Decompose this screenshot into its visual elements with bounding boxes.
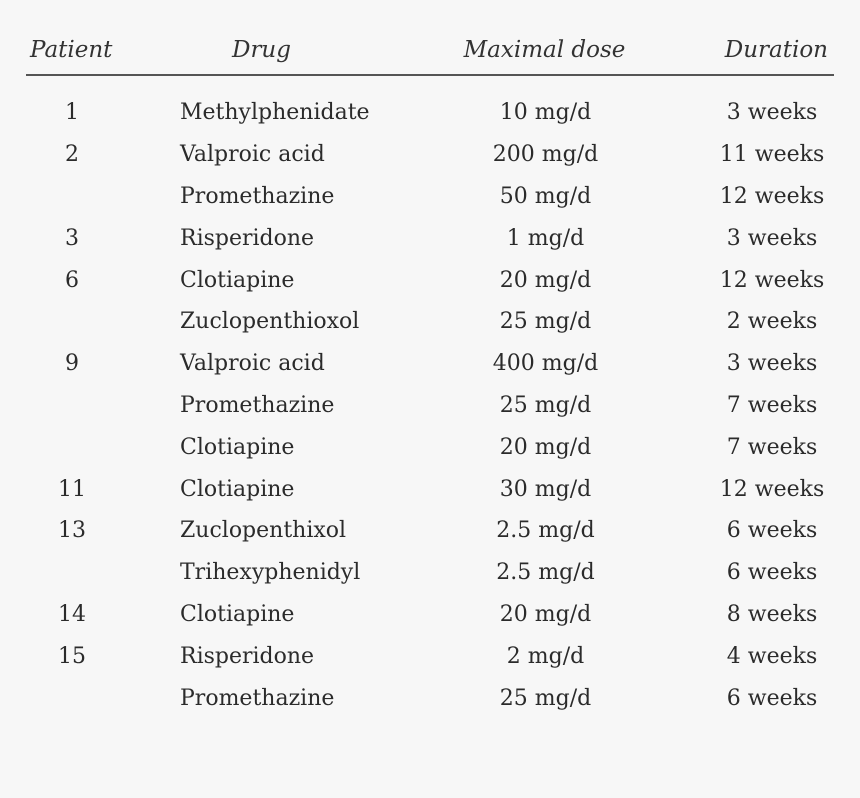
- patient-cell: 1: [65, 100, 79, 126]
- dose-cell: 25 mg/d: [499, 392, 592, 418]
- duration-cell: 12 weeks: [719, 476, 825, 502]
- dose-cell: 25 mg/d: [499, 685, 592, 711]
- patient-cell: 3: [65, 225, 79, 251]
- drug-cell: Clotiapine: [180, 267, 295, 293]
- patient-cell: [26, 385, 146, 427]
- table-row: Clotiapine 20 mg/d 7 weeks: [26, 426, 834, 468]
- duration-cell: 11 weeks: [719, 142, 825, 168]
- patient-cell: 13: [58, 518, 86, 544]
- drug-cell: Clotiapine: [180, 434, 295, 460]
- table-row: 1 Methylphenidate 10 mg/d 3 weeks: [26, 92, 834, 134]
- spacer-cell: [26, 75, 834, 92]
- table-row: 15 Risperidone 2 mg/d 4 weeks: [26, 635, 834, 677]
- table-row: 6 Clotiapine 20 mg/d 12 weeks: [26, 259, 834, 301]
- medication-table: Patient Drug Maximal dose Duration 1 Meth…: [26, 26, 834, 719]
- table-header: Patient Drug Maximal dose Duration: [26, 26, 834, 92]
- duration-cell: 6 weeks: [726, 560, 818, 586]
- header-row: Patient Drug Maximal dose Duration: [26, 26, 834, 76]
- dose-cell: 2 mg/d: [506, 643, 585, 669]
- duration-cell: 6 weeks: [726, 685, 818, 711]
- drug-cell: Zuclopenthixol: [180, 518, 347, 544]
- table-row: Promethazine 50 mg/d 12 weeks: [26, 176, 834, 218]
- drug-cell: Clotiapine: [180, 601, 295, 627]
- table-row: Trihexyphenidyl 2.5 mg/d 6 weeks: [26, 552, 834, 594]
- table-row: Zuclopenthioxol 25 mg/d 2 weeks: [26, 301, 834, 343]
- duration-cell: 12 weeks: [719, 267, 825, 293]
- dose-cell: 50 mg/d: [499, 183, 592, 209]
- table-row: 11 Clotiapine 30 mg/d 12 weeks: [26, 468, 834, 510]
- table-body: 1 Methylphenidate 10 mg/d 3 weeks 2 Valproic …: [26, 92, 834, 719]
- patient-cell: [26, 426, 146, 468]
- duration-cell: 6 weeks: [726, 518, 818, 544]
- table-row: Promethazine 25 mg/d 6 weeks: [26, 677, 834, 719]
- patient-cell: 15: [58, 643, 86, 669]
- duration-cell: 4 weeks: [726, 643, 818, 669]
- patient-cell: 2: [65, 142, 79, 168]
- dose-cell: 20 mg/d: [499, 434, 592, 460]
- header-drug: Drug: [146, 26, 411, 76]
- dose-cell: 20 mg/d: [499, 267, 592, 293]
- dose-cell: 30 mg/d: [499, 476, 592, 502]
- patient-cell: [26, 301, 146, 343]
- duration-cell: 2 weeks: [726, 309, 818, 335]
- table-row: 13 Zuclopenthixol 2.5 mg/d 6 weeks: [26, 510, 834, 552]
- drug-cell: Zuclopenthioxol: [180, 309, 360, 335]
- duration-cell: 12 weeks: [719, 183, 825, 209]
- drug-cell: Risperidone: [180, 225, 315, 251]
- patient-cell: [26, 677, 146, 719]
- patient-cell: 11: [58, 476, 86, 502]
- drug-cell: Promethazine: [180, 685, 335, 711]
- dose-cell: 2.5 mg/d: [496, 518, 595, 544]
- drug-cell: Promethazine: [180, 183, 335, 209]
- drug-cell: Clotiapine: [180, 476, 295, 502]
- dose-cell: 400 mg/d: [492, 351, 599, 377]
- dose-cell: 25 mg/d: [499, 309, 592, 335]
- patient-cell: 9: [65, 351, 79, 377]
- duration-cell: 3 weeks: [726, 100, 818, 126]
- patient-cell: [26, 176, 146, 218]
- duration-cell: 3 weeks: [726, 351, 818, 377]
- drug-cell: Valproic acid: [180, 351, 325, 377]
- header-patient: Patient: [26, 26, 146, 76]
- dose-cell: 1 mg/d: [506, 225, 585, 251]
- header-maximal-dose: Maximal dose: [411, 26, 676, 76]
- drug-cell: Promethazine: [180, 392, 335, 418]
- table-row: 14 Clotiapine 20 mg/d 8 weeks: [26, 594, 834, 636]
- table-row: Promethazine 25 mg/d 7 weeks: [26, 385, 834, 427]
- patient-cell: [26, 552, 146, 594]
- dose-cell: 200 mg/d: [492, 142, 599, 168]
- header-duration: Duration: [676, 26, 834, 76]
- table-row: 2 Valproic acid 200 mg/d 11 weeks: [26, 134, 834, 176]
- header-spacer: [26, 75, 834, 92]
- dose-cell: 20 mg/d: [499, 601, 592, 627]
- duration-cell: 8 weeks: [726, 601, 818, 627]
- drug-cell: Trihexyphenidyl: [180, 560, 361, 586]
- duration-cell: 3 weeks: [726, 225, 818, 251]
- table-row: 3 Risperidone 1 mg/d 3 weeks: [26, 217, 834, 259]
- patient-cell: 6: [65, 267, 79, 293]
- dose-cell: 10 mg/d: [499, 100, 592, 126]
- duration-cell: 7 weeks: [726, 434, 818, 460]
- duration-cell: 7 weeks: [726, 392, 818, 418]
- patient-cell: 14: [58, 601, 86, 627]
- table-row: 9 Valproic acid 400 mg/d 3 weeks: [26, 343, 834, 385]
- dose-cell: 2.5 mg/d: [496, 560, 595, 586]
- drug-cell: Methylphenidate: [180, 100, 370, 126]
- drug-cell: Risperidone: [180, 643, 315, 669]
- drug-cell: Valproic acid: [180, 142, 325, 168]
